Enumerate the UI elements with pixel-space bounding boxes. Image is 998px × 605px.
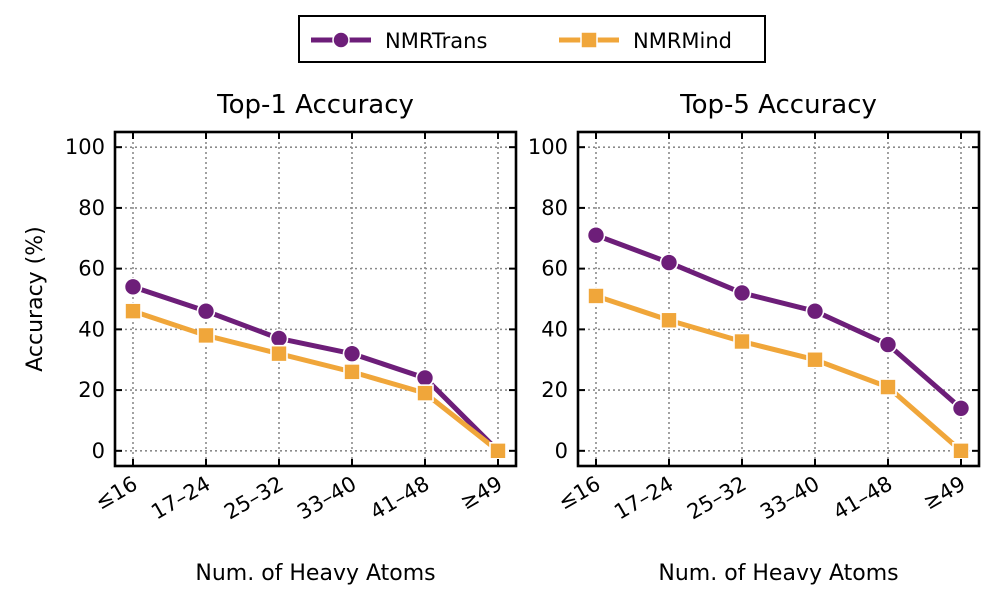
point-nmrmind bbox=[587, 287, 605, 305]
ytick-label: 80 bbox=[541, 196, 568, 220]
legend-label-nmrmind: NMRMind bbox=[633, 29, 732, 53]
point-nmrmind bbox=[343, 363, 361, 381]
point-nmrtrans bbox=[123, 277, 143, 297]
panel-top-5: 0 20 40 60 80 100 ≤16 17–24 25–32 33–40 41–48 ≥49 To… bbox=[528, 90, 981, 586]
xtick-label: 41–48 bbox=[829, 472, 896, 525]
point-nmrmind bbox=[124, 302, 142, 320]
point-nmrtrans bbox=[196, 301, 216, 321]
ytick-label: 100 bbox=[528, 135, 568, 159]
x-axis-label: Num. of Heavy Atoms bbox=[195, 561, 435, 586]
legend: NMRTrans NMRMind bbox=[298, 15, 766, 63]
series-line-nmrmind bbox=[595, 293, 963, 453]
xtick-label: 17–24 bbox=[147, 472, 214, 525]
point-nmrmind bbox=[489, 442, 507, 460]
point-nmrmind bbox=[197, 326, 215, 345]
ytick-label: 20 bbox=[541, 378, 568, 402]
ytick-label: 0 bbox=[555, 439, 568, 463]
ytick-label: 40 bbox=[541, 317, 568, 341]
point-nmrmind bbox=[733, 332, 751, 351]
xtick-label: ≤16 bbox=[554, 472, 604, 515]
point-nmrmind bbox=[879, 378, 897, 396]
x-axis-label: Num. of Heavy Atoms bbox=[658, 561, 898, 586]
point-nmrmind bbox=[952, 442, 970, 460]
legend-label-nmrtrans: NMRTrans bbox=[385, 29, 487, 53]
ytick-label: 80 bbox=[78, 196, 105, 220]
panel-top-1: 0 20 40 60 80 100 ≤16 17–24 25–32 33–40 41–48 ≥49 To… bbox=[23, 90, 518, 586]
series-line-nmrtrans bbox=[132, 284, 500, 453]
point-nmrtrans bbox=[586, 225, 606, 245]
xtick-label: ≤16 bbox=[91, 472, 141, 515]
point-nmrtrans bbox=[951, 399, 971, 418]
legend-marker-nmrtrans bbox=[332, 31, 350, 49]
point-nmrtrans bbox=[732, 283, 752, 303]
ytick-label: 0 bbox=[92, 439, 105, 463]
xtick-label: ≥49 bbox=[456, 472, 506, 515]
point-nmrtrans bbox=[415, 368, 435, 388]
xtick-label: 17–24 bbox=[610, 472, 677, 525]
ytick-label: 60 bbox=[78, 257, 105, 281]
ytick-label: 60 bbox=[541, 257, 568, 281]
point-nmrtrans bbox=[659, 253, 679, 272]
ytick-label: 40 bbox=[78, 317, 105, 341]
series-line-nmrmind bbox=[132, 308, 500, 453]
point-nmrtrans bbox=[805, 301, 825, 321]
xtick-label: 25–32 bbox=[220, 472, 287, 525]
point-nmrmind bbox=[660, 311, 678, 330]
xtick-label: 33–40 bbox=[293, 472, 360, 525]
legend-marker-nmrmind bbox=[580, 31, 598, 49]
axes-frame bbox=[576, 130, 981, 468]
series-line-nmrtrans bbox=[595, 232, 963, 411]
point-nmrtrans bbox=[269, 329, 289, 348]
y-axis-label: Accuracy (%) bbox=[23, 226, 48, 372]
chart-title: Top-5 Accuracy bbox=[679, 90, 877, 120]
ytick-label: 100 bbox=[65, 135, 105, 159]
xtick-label: 33–40 bbox=[756, 472, 823, 525]
axes-frame bbox=[113, 130, 518, 468]
point-nmrtrans bbox=[342, 344, 362, 363]
xtick-label: 41–48 bbox=[366, 472, 433, 525]
legend-frame bbox=[298, 15, 766, 63]
xtick-label: ≥49 bbox=[919, 472, 969, 515]
ytick-label: 20 bbox=[78, 378, 105, 402]
point-nmrmind bbox=[416, 384, 434, 402]
xtick-label: 25–32 bbox=[683, 472, 750, 525]
point-nmrtrans bbox=[878, 335, 898, 354]
point-nmrmind bbox=[270, 344, 288, 363]
chart-title: Top-1 Accuracy bbox=[216, 90, 414, 120]
point-nmrmind bbox=[806, 350, 824, 369]
